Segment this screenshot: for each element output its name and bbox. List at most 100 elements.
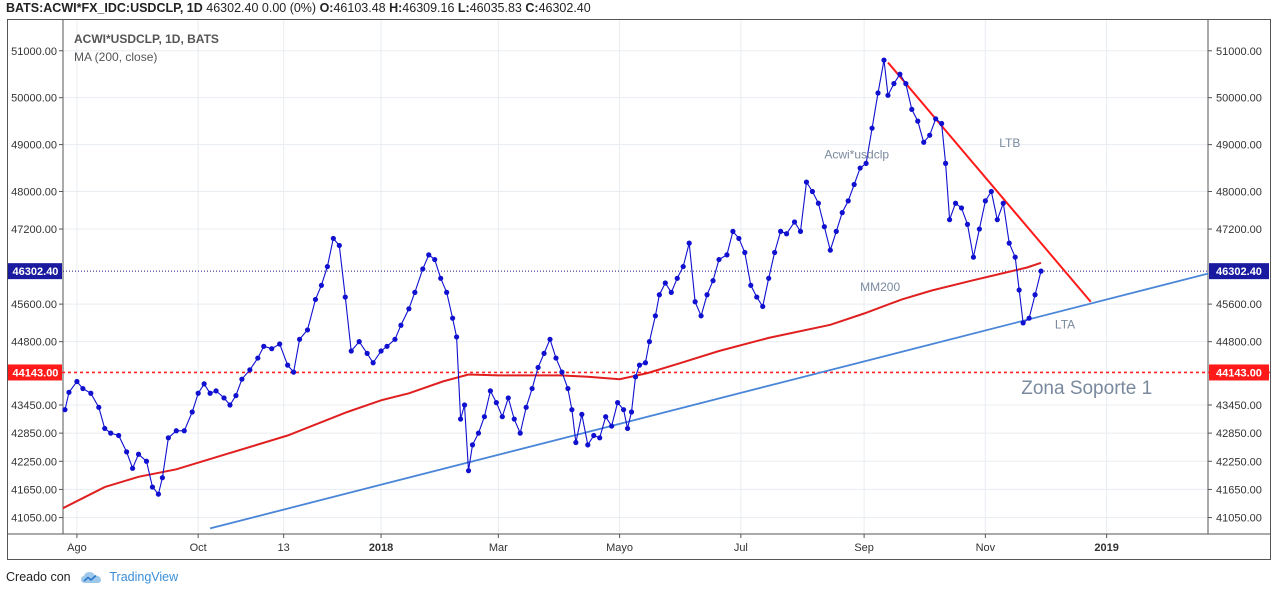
price-point: [195, 390, 201, 396]
legend-ma: MA (200, close): [74, 50, 157, 64]
price-point: [1038, 268, 1044, 274]
price-point: [833, 228, 839, 234]
price-point: [791, 219, 798, 225]
price-point: [881, 57, 887, 63]
price-point: [939, 120, 945, 127]
x-tick-label: Jul: [734, 542, 748, 554]
price-point: [438, 275, 444, 281]
price-point: [255, 355, 261, 361]
chart-axes: 41050.00 41050.00 41650.00 41650.00 42250.00…: [8, 20, 1270, 554]
x-tick-label: 2019: [1094, 542, 1118, 554]
y-tick-label-left: 44800.00: [11, 337, 57, 349]
price-point: [839, 210, 845, 216]
price-point: [766, 275, 772, 281]
price-point: [318, 282, 325, 288]
x-tick-label: Sep: [854, 542, 874, 554]
price-point: [585, 442, 591, 448]
price-point: [529, 385, 535, 392]
y-tick-label-right: 48000.00: [1216, 187, 1262, 199]
price-point: [553, 355, 559, 361]
price-point: [493, 400, 499, 406]
price-point: [851, 181, 857, 188]
price-point: [201, 381, 207, 387]
support-price-tag-right-bg: [1209, 364, 1269, 381]
price-point: [573, 439, 579, 446]
low-value: 46035.83: [469, 1, 522, 15]
price-point: [827, 247, 833, 253]
price-point: [116, 432, 122, 439]
price-point: [1012, 254, 1018, 260]
price-point: [517, 430, 523, 436]
price-point: [173, 428, 179, 434]
price-point: [915, 118, 921, 124]
price-point: [885, 92, 891, 98]
y-tick-label-left: 43450.00: [11, 400, 57, 412]
created-with-label: Creado con: [6, 570, 71, 584]
price-point: [426, 252, 432, 258]
price-point: [356, 339, 362, 345]
x-tick-label: Oct: [190, 542, 207, 554]
support-price-tag-left: 44143.00: [13, 367, 59, 379]
price-point: [636, 362, 643, 368]
price-point: [1006, 240, 1012, 246]
chart-frame[interactable]: 41050.00 41050.00 41650.00 41650.00 42250.00…: [7, 19, 1271, 560]
price-point: [952, 200, 959, 206]
price-point: [946, 217, 953, 223]
y-tick-label-left: 48000.00: [11, 187, 57, 199]
price-point: [632, 374, 639, 380]
price-point: [465, 468, 472, 474]
price-point: [207, 390, 213, 396]
price-point: [412, 289, 418, 295]
price-point: [143, 458, 150, 464]
tradingview-link[interactable]: TradingView: [109, 570, 179, 584]
price-point: [1020, 320, 1026, 326]
price-point: [704, 292, 710, 298]
price-point: [189, 409, 195, 415]
price-point: [523, 404, 529, 410]
support-price-tag-right: 44143.00: [1216, 367, 1262, 379]
annotation-label: Zona Soporte 1: [1021, 378, 1152, 399]
price-point: [499, 414, 505, 420]
price-point: [457, 416, 464, 422]
price-point: [124, 449, 130, 455]
price-point: [591, 432, 597, 439]
price-point: [487, 388, 493, 394]
x-tick-label: Ago: [67, 542, 87, 554]
price-point: [778, 228, 784, 234]
price-point: [129, 465, 136, 471]
price-point: [1016, 287, 1022, 293]
price-point: [277, 341, 283, 347]
price-point: [903, 81, 909, 87]
y-tick-label-left: 41050.00: [11, 513, 57, 525]
price-point: [213, 388, 219, 394]
price-point: [656, 292, 662, 298]
price-point: [1032, 292, 1038, 298]
price-point: [815, 200, 821, 206]
price-point: [698, 313, 704, 319]
price-point: [102, 425, 108, 432]
price-point: [674, 275, 680, 281]
price-change: 0.00 (0%): [261, 1, 317, 15]
close-value: 46302.40: [538, 1, 591, 15]
symbol-header: BATS:ACWI*FX_IDC:USDCLP, 1D 46302.40 0.0…: [6, 1, 591, 15]
price-point: [420, 266, 426, 272]
y-tick-label-left: 42850.00: [11, 428, 57, 440]
price-point: [108, 430, 114, 436]
price-point: [662, 280, 668, 286]
price-point: [748, 282, 754, 288]
trendline-ltb: [887, 61, 1092, 303]
low-label: L:: [457, 1, 470, 15]
price-point: [505, 395, 511, 401]
price-point: [609, 423, 615, 429]
price-point: [290, 369, 297, 375]
price-point: [724, 252, 730, 258]
price-point: [943, 160, 949, 166]
last-price-tag-left: 46302.40: [13, 266, 59, 278]
y-tick-label-right: 42250.00: [1216, 456, 1262, 468]
price-point: [680, 263, 686, 270]
y-tick-label-right: 50000.00: [1216, 93, 1262, 105]
price-point: [364, 350, 370, 356]
price-point: [159, 475, 165, 481]
price-point: [803, 179, 810, 185]
price-chart[interactable]: 41050.00 41050.00 41650.00 41650.00 42250.00…: [8, 20, 1270, 559]
